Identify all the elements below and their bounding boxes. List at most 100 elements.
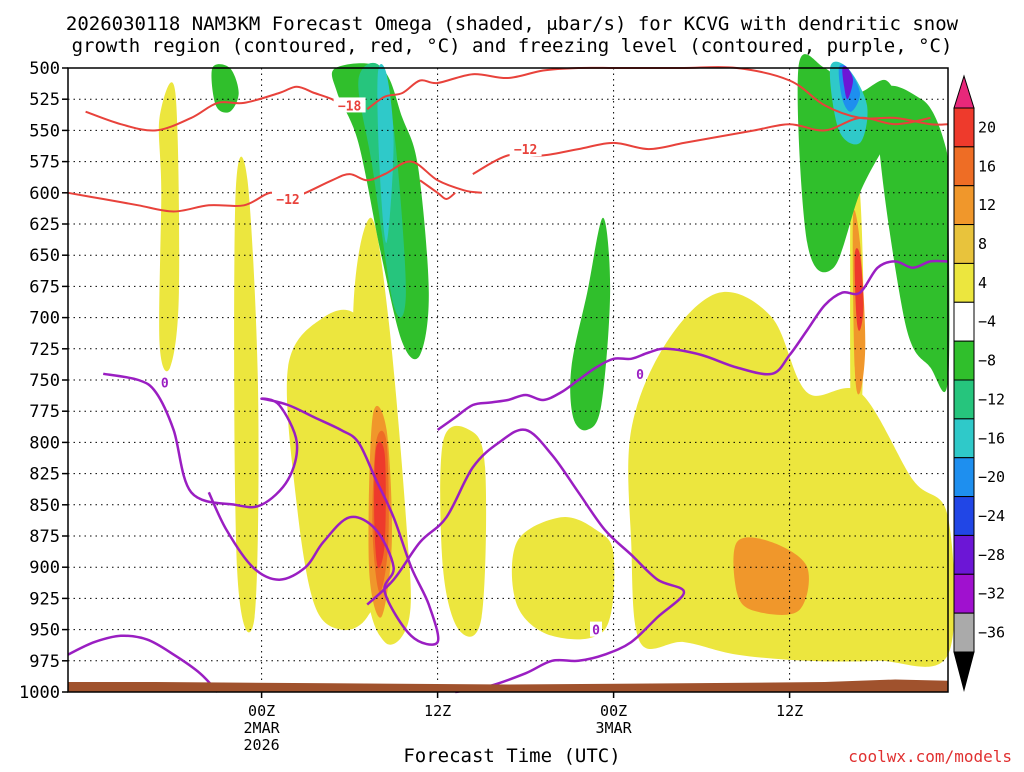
colorbar-swatch-1 <box>953 146 975 187</box>
omega-region-1 <box>234 156 259 633</box>
colorbar-label-1: 16 <box>978 157 996 175</box>
colorbar-label-9: −20 <box>978 468 1005 486</box>
dgz-label-bg-3 <box>509 141 542 157</box>
colorbar-swatch-6 <box>953 340 975 381</box>
grid-lines <box>68 68 948 692</box>
y-tick-label-1000: 1000 <box>19 683 60 703</box>
omega-region-14 <box>211 64 239 113</box>
y-tick-label-875: 875 <box>29 527 60 547</box>
colorbar-swatch-11 <box>953 534 975 575</box>
y-tick-label-700: 700 <box>29 309 60 329</box>
chart-title-line2: growth region (contoured, red, °C) and f… <box>72 35 953 57</box>
y-tick-label-800: 800 <box>29 433 60 453</box>
colorbar-swatch-0 <box>953 107 975 148</box>
colorbar-label-6: −8 <box>978 352 996 370</box>
colorbar-label-0: 20 <box>978 118 996 136</box>
freezing-label-0: 0 <box>161 376 169 391</box>
omega-region-6 <box>628 291 955 667</box>
credit-text: coolwx.com/models <box>848 747 1012 766</box>
x-tick-year-6: 2026 <box>244 736 280 754</box>
y-tick-label-950: 950 <box>29 621 60 641</box>
y-tick-label-975: 975 <box>29 652 60 672</box>
colorbar-swatch-7 <box>953 379 975 420</box>
dgz-label-bg-2 <box>272 191 304 207</box>
omega-region-0 <box>158 82 180 372</box>
freezing-contour-3 <box>67 634 219 693</box>
freezing-level-contours: 0 0 0 <box>67 259 949 694</box>
dgz-label-bg-0 <box>333 97 366 113</box>
y-tick-label-825: 825 <box>29 465 60 485</box>
dgz-contour-3 <box>472 116 931 175</box>
omega-region-4 <box>440 425 487 637</box>
freezing-label-bg-0 <box>158 374 171 390</box>
colorbar-label-2: 12 <box>978 196 996 214</box>
x-tick-date-6: 2MAR <box>244 719 281 737</box>
x-tick-date-26: 3MAR <box>596 719 633 737</box>
colorbar-swatch-3 <box>953 224 975 264</box>
colorbar-label-8: −16 <box>978 429 1005 447</box>
colorbar-label-7: −12 <box>978 390 1005 408</box>
chart-title-line1: 2026030118 NAM3KM Forecast Omega (shaded… <box>66 13 959 35</box>
colorbar-label-5: −4 <box>978 313 996 331</box>
colorbar-swatch-13 <box>953 612 975 653</box>
omega-region-20 <box>377 64 394 243</box>
dgz-contour-2 <box>67 160 482 213</box>
colorbar-swatch-8 <box>953 418 975 459</box>
y-tick-label-575: 575 <box>29 153 60 173</box>
omega-region-17 <box>797 54 901 273</box>
colorbar-swatch-12 <box>953 573 975 614</box>
omega-region-5 <box>511 516 615 640</box>
y-tick-label-850: 850 <box>29 496 60 516</box>
dgz-contour-4 <box>419 179 456 201</box>
x-tick-label-36: 12Z <box>776 702 803 720</box>
y-tick-label-525: 525 <box>29 90 60 110</box>
freezing-contour-1 <box>436 259 949 431</box>
omega-region-18 <box>877 85 950 393</box>
colorbar-label-3: 8 <box>978 235 987 253</box>
y-tick-label-900: 900 <box>29 558 60 578</box>
colorbar-swatch-10 <box>953 496 975 536</box>
y-tick-label-750: 750 <box>29 371 60 391</box>
y-tick-label-600: 600 <box>29 184 60 204</box>
terrain-fill <box>68 679 948 692</box>
dgz-label-2: −12 <box>276 193 299 208</box>
colorbar-label-4: 4 <box>978 274 987 292</box>
x-tick-label-16: 12Z <box>424 702 451 720</box>
freezing-label-1: 0 <box>636 368 644 383</box>
colorbar-swatch-2 <box>953 185 975 226</box>
y-tick-label-650: 650 <box>29 246 60 266</box>
colorbar-bottom-arrow <box>953 651 975 692</box>
dgz-label-0: −18 <box>338 99 362 114</box>
x-tick-label-6: 00Z <box>248 702 275 720</box>
colorbar-label-11: −28 <box>978 546 1005 564</box>
colorbar-swatch-9 <box>953 457 975 498</box>
plot-area: −18 −12 −12 0 0 0 <box>67 54 955 694</box>
terrain-band <box>68 679 948 692</box>
omega-region-9 <box>733 537 809 615</box>
colorbar-swatch-5 <box>953 301 975 342</box>
freezing-label-bg-1 <box>634 365 646 381</box>
y-tick-label-625: 625 <box>29 215 60 235</box>
colorbar-label-13: −36 <box>978 624 1005 642</box>
freezing-label-2: 0 <box>592 624 600 639</box>
x-tick-label-26: 00Z <box>600 702 627 720</box>
colorbar-label-10: −24 <box>978 507 1005 525</box>
colorbar-label-12: −32 <box>978 585 1005 603</box>
x-axis-label: Forecast Time (UTC) <box>403 745 620 767</box>
omega-region-13 <box>854 248 864 331</box>
freezing-contour-0 <box>102 372 440 646</box>
y-tick-label-925: 925 <box>29 589 60 609</box>
y-axis: 500 525 550 575 600 625 650 675 700 725 750 775 800 8… <box>19 59 68 703</box>
colorbar-top-arrow <box>953 74 975 109</box>
freezing-contour-2 <box>366 428 686 694</box>
freezing-label-bg-2 <box>590 621 602 637</box>
colorbar: 20 16 12 8 4 −4 −8 −12 −16 −20 −24 −28 −32 −36 <box>953 74 1005 692</box>
colorbar-swatch-4 <box>953 262 975 303</box>
y-tick-label-500: 500 <box>29 59 60 79</box>
y-tick-label-550: 550 <box>29 121 60 141</box>
dgz-contours: −18 −12 −12 <box>67 66 949 213</box>
y-tick-label-725: 725 <box>29 340 60 360</box>
